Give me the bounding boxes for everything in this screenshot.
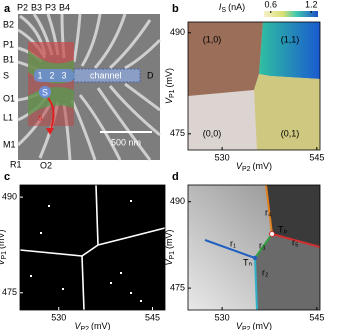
region-label: (1,1) xyxy=(281,34,300,44)
line-label: r₁ xyxy=(230,238,236,248)
panel-label: a xyxy=(4,3,11,15)
colorbar-tick-label: 0.6 xyxy=(264,0,277,9)
plot-frame xyxy=(19,184,166,311)
line-label: r₃ xyxy=(259,240,266,250)
arrow-label: s xyxy=(38,112,43,122)
y-tick-label: 490 xyxy=(170,196,185,206)
y-tick-label: 475 xyxy=(170,128,185,138)
axis-unit: (mV) xyxy=(253,321,273,330)
electrode-label: S xyxy=(3,70,9,80)
electrode-label: O2 xyxy=(40,160,52,170)
colorbar-label: IS (nA) xyxy=(219,2,245,13)
x-tick-label: 545 xyxy=(309,152,324,162)
x-tick-label: 530 xyxy=(215,152,230,162)
electrode-label: R1 xyxy=(10,159,22,169)
electrode-label: P3 xyxy=(45,2,56,12)
axis-unit: (nA) xyxy=(228,2,245,12)
channel-label: channel xyxy=(90,70,122,80)
axis-label: VP2 (mV) xyxy=(236,161,272,172)
axis-subscript: P1 xyxy=(1,251,8,260)
x-tick-label: 530 xyxy=(51,312,66,322)
axis-label: VP1 (mV) xyxy=(164,229,175,265)
charge-map xyxy=(188,22,320,150)
sensor-label: S xyxy=(42,87,48,97)
plot-frame xyxy=(187,184,321,311)
region-label: (0,0) xyxy=(203,128,222,138)
axis-label: VP1(mV) xyxy=(164,68,175,104)
axis-symbol: V xyxy=(74,321,81,330)
electrode-label: B4 xyxy=(59,2,70,12)
axis-subscript: P1 xyxy=(169,251,176,260)
y-tick-label: 490 xyxy=(2,191,17,201)
point-label: Tₙ xyxy=(243,257,252,267)
scale-bar-label: 500 nm xyxy=(111,137,141,147)
fit-map xyxy=(188,184,321,311)
y-tick-label: 490 xyxy=(170,27,185,37)
panel-label: c xyxy=(4,171,10,183)
axis-symbol: I xyxy=(219,2,222,12)
x-tick-label: 530 xyxy=(215,312,230,322)
line-label: r₄ xyxy=(265,207,272,217)
axis-unit: (mV) xyxy=(91,321,111,330)
plot-frame xyxy=(187,21,321,151)
axis-unit: (mV) xyxy=(253,161,273,171)
y-tick-label: 475 xyxy=(170,282,185,292)
line-label: r₂ xyxy=(262,267,269,277)
line-label: r₅ xyxy=(292,237,299,247)
electrode-label: B2 xyxy=(3,19,14,29)
dot-label: 1 xyxy=(37,70,42,80)
x-tick-label: 545 xyxy=(145,312,160,322)
electrode-label: M1 xyxy=(3,139,16,149)
dot-label: 3 xyxy=(61,70,66,80)
electrode-label: P1 xyxy=(3,39,14,49)
axis-subscript: S xyxy=(221,7,226,14)
electrode-label: O1 xyxy=(3,93,15,103)
axis-label: VP1 (mV) xyxy=(0,229,8,265)
dot-label: 2 xyxy=(49,70,54,80)
region-label: (1,0) xyxy=(203,34,222,44)
edge-map xyxy=(19,184,166,311)
axis-unit: (mV) xyxy=(0,229,6,249)
colorbar xyxy=(264,11,318,17)
axis-label: VP2 (mV) xyxy=(74,321,110,330)
axis-subscript: P2 xyxy=(242,166,251,173)
electrode-label: D xyxy=(147,70,154,80)
y-tick-label: 475 xyxy=(2,287,17,297)
panel-label: b xyxy=(172,3,179,15)
axis-symbol: V xyxy=(236,161,243,171)
axis-label: VP2 (mV) xyxy=(236,321,272,330)
sem-image xyxy=(16,13,162,161)
region-label: (0,1) xyxy=(281,128,300,138)
axis-subscript: P2 xyxy=(242,326,251,330)
point-label: Tₚ xyxy=(278,224,287,234)
axis-subscript: P1 xyxy=(169,89,176,98)
axis-symbol: V xyxy=(164,97,174,104)
axis-unit: (mV) xyxy=(164,68,174,88)
axis-symbol: V xyxy=(236,321,243,330)
x-tick-label: 545 xyxy=(309,312,324,322)
electrode-label: P2 xyxy=(17,2,28,12)
axis-symbol: V xyxy=(164,259,174,266)
electrode-label: B1 xyxy=(3,54,14,64)
axis-symbol: V xyxy=(0,259,6,266)
panel-label: d xyxy=(172,171,179,183)
colorbar-tick-label: 1.2 xyxy=(305,0,318,9)
axis-unit: (mV) xyxy=(164,229,174,249)
axis-subscript: P2 xyxy=(80,326,89,330)
electrode-label: B3 xyxy=(31,2,42,12)
electrode-label: L1 xyxy=(3,112,13,122)
